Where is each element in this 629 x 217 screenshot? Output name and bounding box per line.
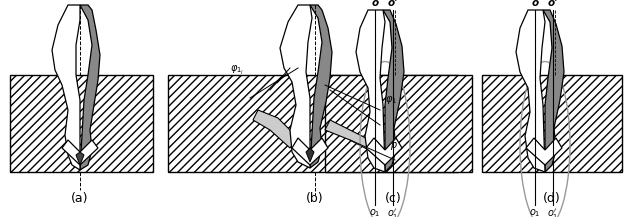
Polygon shape: [325, 120, 385, 155]
Text: $\varphi_{1_l}$: $\varphi_{1_l}$: [230, 64, 244, 77]
Text: (d): (d): [543, 192, 561, 205]
Text: o': o': [548, 0, 558, 8]
Text: $o_1$: $o_1$: [369, 207, 381, 217]
Polygon shape: [253, 110, 298, 148]
Polygon shape: [383, 10, 404, 172]
Polygon shape: [543, 10, 564, 172]
Polygon shape: [76, 152, 84, 165]
Polygon shape: [310, 5, 332, 168]
Polygon shape: [62, 140, 98, 165]
Bar: [482, 75, 622, 172]
Polygon shape: [80, 5, 100, 170]
Bar: [325, 75, 472, 172]
Text: (a): (a): [71, 192, 89, 205]
Text: $o_1'$: $o_1'$: [547, 207, 559, 217]
Text: o': o': [388, 0, 398, 8]
Polygon shape: [356, 10, 385, 172]
Text: $\varphi_1$: $\varphi_1$: [385, 94, 397, 106]
Polygon shape: [306, 148, 314, 162]
Bar: [168, 75, 458, 172]
Text: $o_1'$: $o_1'$: [387, 207, 399, 217]
Polygon shape: [52, 5, 80, 170]
Polygon shape: [292, 138, 328, 165]
Text: (c): (c): [384, 192, 401, 205]
Text: o: o: [372, 0, 379, 8]
Polygon shape: [516, 10, 545, 172]
Text: $o_1$: $o_1$: [529, 207, 541, 217]
Text: (b): (b): [306, 192, 324, 205]
Text: o: o: [532, 0, 538, 8]
Polygon shape: [280, 5, 312, 168]
Polygon shape: [526, 138, 562, 165]
Text: $p$: $p$: [390, 140, 398, 152]
Polygon shape: [366, 138, 402, 165]
Bar: [10, 75, 153, 172]
